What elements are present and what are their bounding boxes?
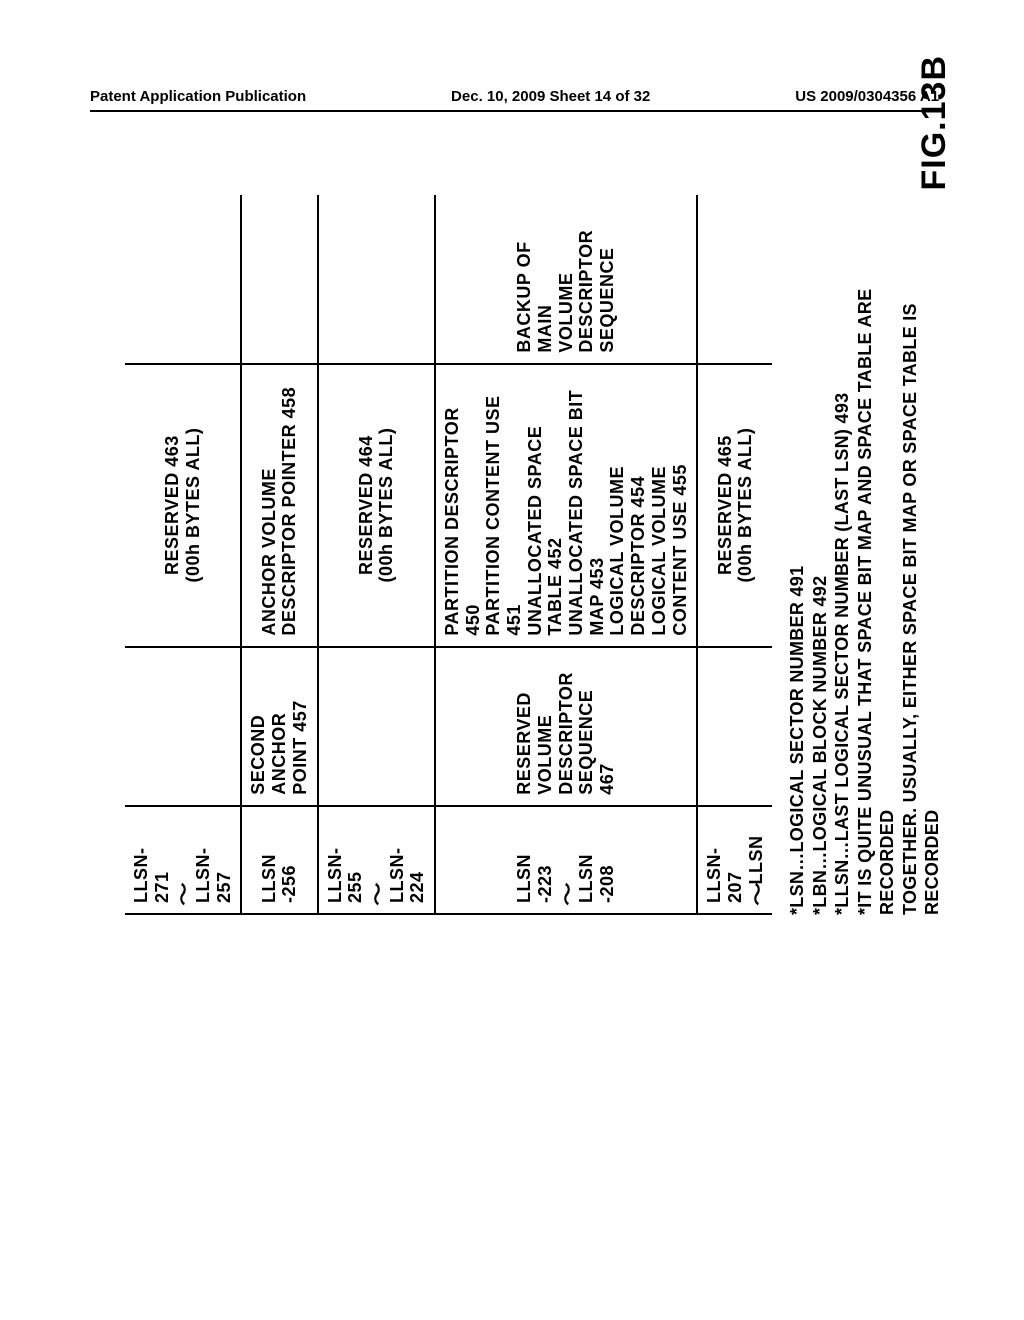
diagram-table-wrap: LLSN-271〜LLSN-257 RESERVED 463(00h BYTES… bbox=[125, 195, 772, 915]
footnote-line: *LSN…LOGICAL SECTOR NUMBER 491 bbox=[786, 195, 809, 915]
cell-lsn: LLSN-223〜LLSN-208 bbox=[435, 806, 697, 914]
cell-note: BACKUP OF MAINVOLUME DESCRIPTORSEQUENCE bbox=[435, 195, 697, 364]
cell-mid bbox=[697, 647, 772, 806]
cell-mid: RESERVEDVOLUMEDESCRIPTORSEQUENCE467 bbox=[435, 647, 697, 806]
cell-main: RESERVED 463(00h BYTES ALL) bbox=[125, 364, 241, 647]
cell-note bbox=[125, 195, 241, 364]
cell-note bbox=[697, 195, 772, 364]
cell-lsn: LLSN-256 bbox=[241, 806, 317, 914]
table-row: LLSN-255〜LLSN-224 RESERVED 464(00h BYTES… bbox=[318, 195, 435, 914]
footnote-line: *IT IS QUITE UNUSUAL THAT SPACE BIT MAP … bbox=[854, 195, 899, 915]
header-center: Dec. 10, 2009 Sheet 14 of 32 bbox=[451, 88, 650, 105]
cell-main: ANCHOR VOLUMEDESCRIPTOR POINTER 458 bbox=[241, 364, 317, 647]
cell-lsn: LLSN-255〜LLSN-224 bbox=[318, 806, 435, 914]
cell-main: RESERVED 464(00h BYTES ALL) bbox=[318, 364, 435, 647]
cell-mid: SECOND ANCHORPOINT 457 bbox=[241, 647, 317, 806]
descriptor-table: LLSN-271〜LLSN-257 RESERVED 463(00h BYTES… bbox=[125, 195, 772, 915]
header-rule bbox=[90, 110, 939, 112]
cell-note bbox=[318, 195, 435, 364]
header-left: Patent Application Publication bbox=[90, 88, 306, 105]
cell-mid bbox=[318, 647, 435, 806]
figure-rotated-wrap: LLSN-271〜LLSN-257 RESERVED 463(00h BYTES… bbox=[125, 195, 944, 915]
footnote-line: *LLSN…LAST LOGICAL SECTOR NUMBER (LAST L… bbox=[831, 195, 854, 915]
cell-main: RESERVED 465(00h BYTES ALL) bbox=[697, 364, 772, 647]
footnote-line: TOGETHER. USUALLY, EITHER SPACE BIT MAP … bbox=[899, 195, 944, 915]
figure-label: FIG.13B bbox=[915, 55, 954, 190]
table-row: LLSN-207〜LLSN RESERVED 465(00h BYTES ALL… bbox=[697, 195, 772, 914]
table-row: LLSN-223〜LLSN-208 RESERVEDVOLUMEDESCRIPT… bbox=[435, 195, 697, 914]
cell-mid bbox=[125, 647, 241, 806]
cell-lsn: LLSN-207〜LLSN bbox=[697, 806, 772, 914]
cell-note bbox=[241, 195, 317, 364]
table-row: LLSN-271〜LLSN-257 RESERVED 463(00h BYTES… bbox=[125, 195, 241, 914]
table-row: LLSN-256 SECOND ANCHORPOINT 457 ANCHOR V… bbox=[241, 195, 317, 914]
footnote-line: *LBN…LOGICAL BLOCK NUMBER 492 bbox=[809, 195, 832, 915]
cell-lsn: LLSN-271〜LLSN-257 bbox=[125, 806, 241, 914]
footnotes: *LSN…LOGICAL SECTOR NUMBER 491 *LBN…LOGI… bbox=[786, 195, 944, 915]
cell-main: PARTITION DESCRIPTOR 450PARTITION CONTEN… bbox=[435, 364, 697, 647]
